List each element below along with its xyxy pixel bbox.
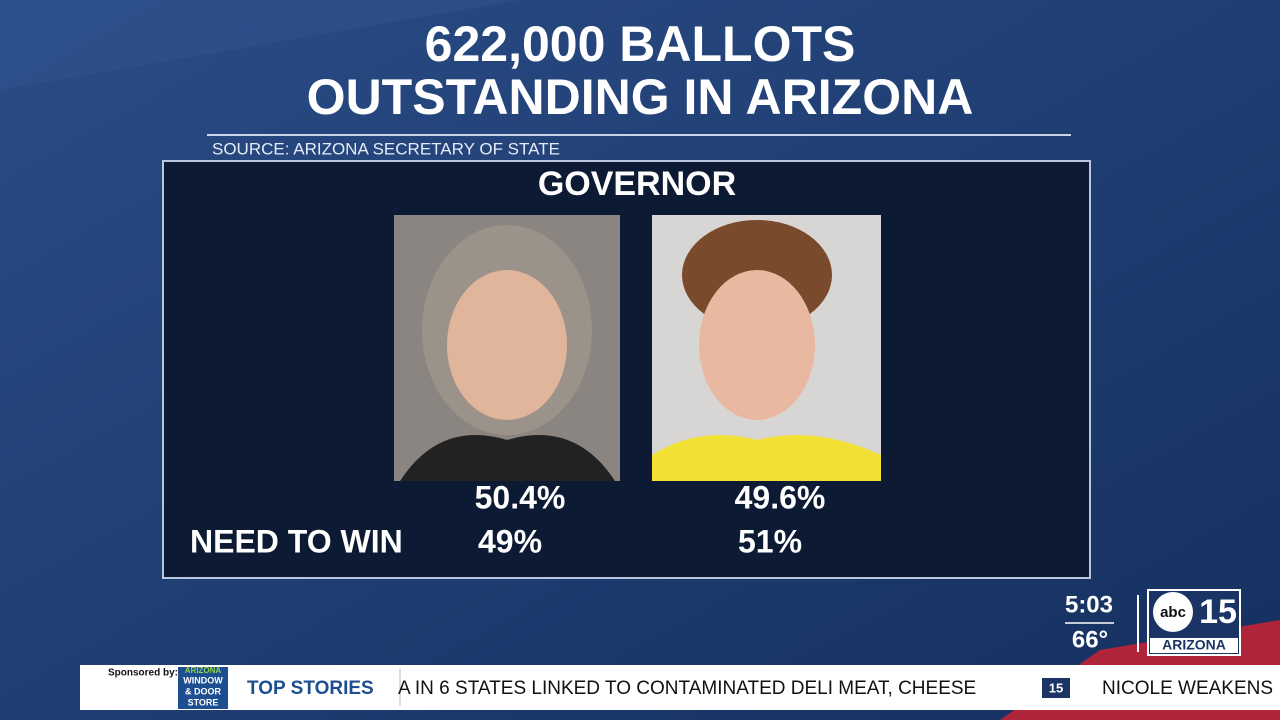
vote-share: 50.4%	[475, 479, 566, 515]
source: SOURCE: ARIZONA SECRETARY OF STATE	[212, 139, 560, 158]
panel	[162, 160, 1091, 579]
need-value: 51%	[738, 523, 802, 559]
sponsor-text: & DOOR	[185, 686, 222, 696]
mini-logo	[1042, 678, 1070, 698]
sponsor-text: STORE	[188, 697, 219, 707]
sponsor-text: WINDOW	[183, 675, 223, 685]
station-number: 15	[1199, 593, 1237, 631]
photo	[394, 215, 620, 481]
sponsor-logo	[178, 667, 228, 709]
station-logo: abc 15 ARIZONA	[1147, 589, 1241, 656]
sponsor-label: Sponsored by:	[108, 668, 178, 679]
temperature: 66°	[1072, 626, 1108, 653]
panel-title: GOVERNOR	[538, 165, 736, 203]
mini-logo-text: 15	[1049, 680, 1063, 695]
ticker-bar	[80, 665, 1280, 710]
ticker-section: TOP STORIES	[247, 678, 374, 699]
clock: 5:03	[1065, 591, 1113, 618]
background-shape	[0, 0, 520, 90]
photo	[652, 215, 881, 481]
title: OUTSTANDING IN ARIZONA	[307, 69, 974, 125]
headline: NICOLE WEAKENS	[1102, 678, 1273, 699]
sponsor-text: ARIZONA	[185, 666, 222, 675]
vote-share: 49.6%	[735, 479, 826, 515]
station-name: ARIZONA	[1162, 637, 1226, 653]
need-label: NEED TO WIN	[190, 523, 403, 559]
network: abc	[1160, 604, 1186, 621]
need-value: 49%	[478, 523, 542, 559]
title: 622,000 BALLOTS	[425, 16, 856, 72]
headline: A IN 6 STATES LINKED TO CONTAMINATED DEL…	[398, 678, 976, 699]
